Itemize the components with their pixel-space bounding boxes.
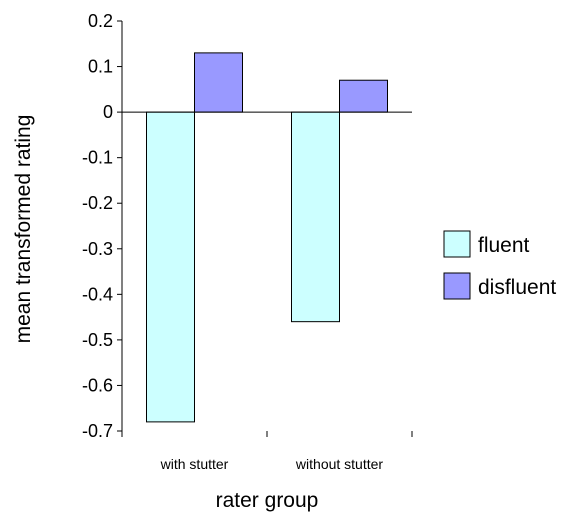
- y-axis: [117, 20, 123, 432]
- legend-label-disfluent: disfluent: [478, 276, 556, 299]
- legend-swatch-disfluent: [443, 272, 471, 300]
- y-tick-label: -0.4: [82, 284, 113, 304]
- bar-disfluent-1: [194, 52, 243, 113]
- legend-swatch-fluent: [443, 230, 471, 258]
- y-tick-label: -0.2: [82, 193, 113, 213]
- y-tick-labels: 0.2 0.1 0 -0.1 -0.2 -0.3 -0.4 -0.5 -0.6 -0.7: [82, 11, 113, 441]
- y-tick-label: -0.1: [82, 148, 113, 168]
- y-tick-label: -0.3: [82, 239, 113, 259]
- bars: [146, 52, 388, 423]
- x-axis: [121, 111, 413, 437]
- y-tick-label: 0.1: [88, 57, 113, 77]
- y-tick-label: -0.7: [82, 421, 113, 441]
- y-tick-label: 0.2: [88, 11, 113, 31]
- bar-fluent-2: [291, 111, 340, 323]
- x-axis-title: rater group: [216, 489, 319, 512]
- bar-disfluent-2: [339, 79, 388, 113]
- x-category-label: without stutter: [295, 456, 383, 472]
- bar-fluent-1: [146, 111, 195, 423]
- legend: fluent disfluent: [443, 230, 556, 300]
- y-tick-label: -0.5: [82, 330, 113, 350]
- y-axis-title: mean transformed rating: [12, 115, 35, 344]
- legend-label-fluent: fluent: [478, 234, 530, 257]
- y-tick-label: -0.6: [82, 375, 113, 395]
- y-tick-label: 0: [103, 102, 113, 122]
- x-category-label: with stutter: [160, 456, 229, 472]
- x-category-labels: with stutter without stutter: [160, 456, 384, 472]
